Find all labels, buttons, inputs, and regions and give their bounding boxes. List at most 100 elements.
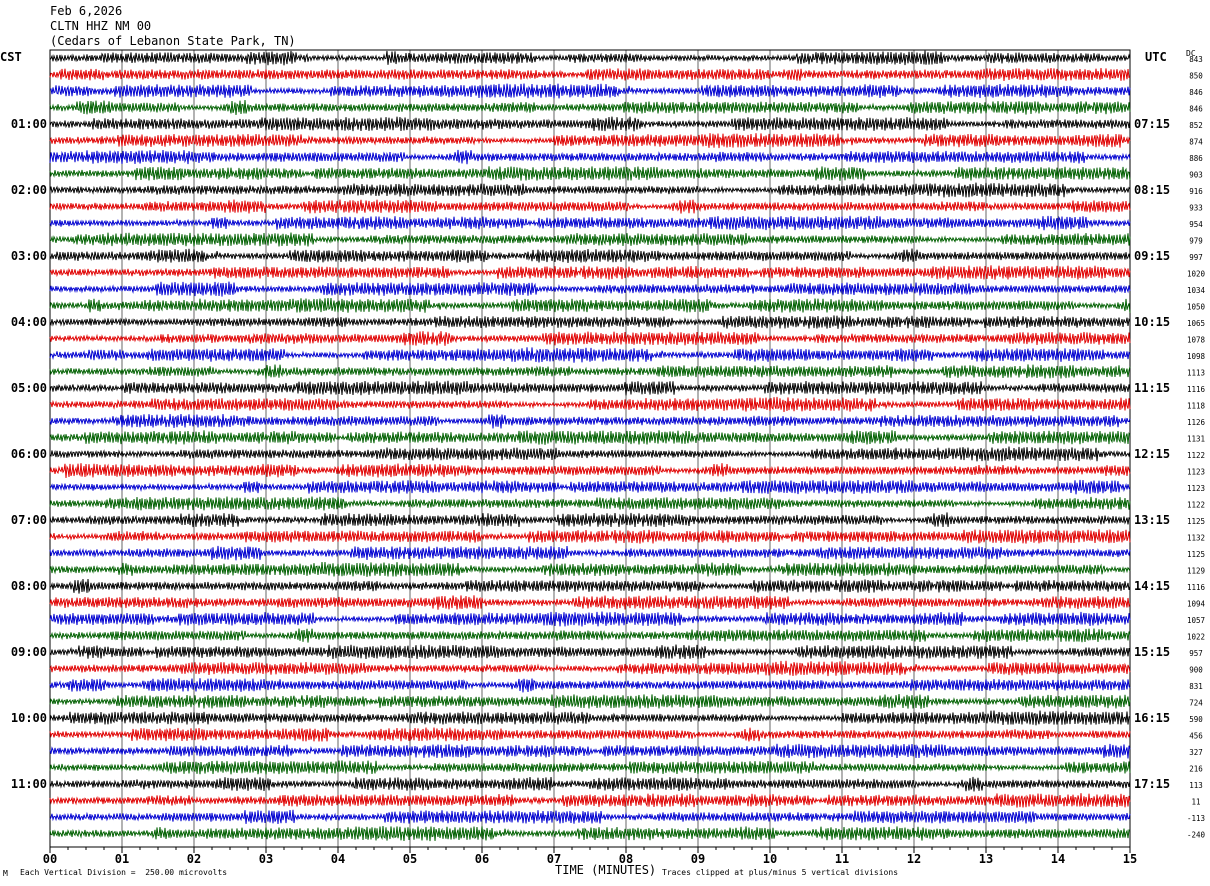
right-hour-label: 07:15 [1134, 117, 1170, 131]
x-tick-label: 02 [187, 852, 201, 866]
seismic-trace-34 [49, 595, 1131, 610]
seismic-trace-3 [49, 83, 1131, 99]
x-axis-title: TIME (MINUTES) [555, 863, 657, 877]
left-timezone-label: CST [0, 50, 22, 64]
x-tick-label: 03 [259, 852, 273, 866]
left-hour-label: 04:00 [11, 315, 47, 329]
left-hour-label: 02:00 [11, 183, 47, 197]
seismic-trace-8 [49, 166, 1131, 181]
header-station: CLTN HHZ NM 00 [50, 19, 152, 33]
right-hour-label: 10:15 [1134, 315, 1170, 329]
clip-note: Traces clipped at plus/minus 5 vertical … [662, 868, 899, 877]
x-tick-label: 10 [763, 852, 777, 866]
dc-offset-label: 916 [1189, 187, 1203, 196]
seismic-trace-25 [49, 446, 1131, 462]
x-tick-label: 14 [1051, 852, 1065, 866]
x-tick-label: 11 [835, 852, 849, 866]
seismic-trace-4 [49, 99, 1131, 116]
right-hour-label: 17:15 [1134, 777, 1170, 791]
seismic-trace-15 [49, 281, 1131, 297]
seismic-trace-6 [49, 133, 1131, 149]
x-tick-label: 12 [907, 852, 921, 866]
dc-offset-label: 843 [1189, 55, 1203, 64]
dc-offset-label: 1122 [1187, 451, 1205, 460]
right-hour-label: 12:15 [1134, 447, 1170, 461]
seismic-trace-29 [49, 512, 1131, 528]
dc-offset-label: 1057 [1187, 616, 1205, 625]
x-tick-label: 07 [547, 852, 561, 866]
dc-offset-label: 850 [1189, 72, 1203, 81]
dc-offset-label: 846 [1189, 88, 1203, 97]
seismic-trace-13 [49, 248, 1131, 264]
dc-offset-label: 1020 [1187, 270, 1206, 279]
seismic-trace-7 [49, 149, 1131, 165]
dc-offset-label: 1116 [1187, 385, 1206, 394]
left-hour-label: 03:00 [11, 249, 47, 263]
left-hour-label: 10:00 [11, 711, 47, 725]
x-tick-label: 04 [331, 852, 345, 866]
x-tick-label: 08 [619, 852, 633, 866]
right-hour-label: 14:15 [1134, 579, 1170, 593]
right-hour-label: 15:15 [1134, 645, 1170, 659]
seismic-trace-43 [49, 743, 1131, 759]
dc-offset-label: 456 [1189, 732, 1203, 741]
seismic-trace-12 [49, 232, 1131, 247]
seismic-trace-17 [49, 315, 1131, 329]
seismic-trace-21 [49, 380, 1131, 396]
seismic-trace-38 [49, 660, 1131, 677]
header-date: Feb 6,2026 [50, 4, 123, 18]
seismic-trace-32 [49, 562, 1131, 577]
left-hour-label: 05:00 [11, 381, 47, 395]
dc-offset-label: 11 [1191, 798, 1200, 807]
dc-offset-label: 1132 [1187, 534, 1205, 543]
dc-offset-label: 1123 [1187, 484, 1205, 493]
dc-offset-label: 1022 [1187, 633, 1205, 642]
seismic-trace-5 [49, 116, 1131, 132]
dc-offset-label: -240 [1187, 831, 1206, 840]
dc-offset-label: 1116 [1187, 583, 1206, 592]
dc-offset-label: 979 [1189, 237, 1203, 246]
dc-offset-label: 1118 [1187, 402, 1206, 411]
dc-offset-label: 831 [1189, 682, 1203, 691]
dc-offset-label: 1129 [1187, 567, 1205, 576]
right-hour-label: 11:15 [1134, 381, 1170, 395]
dc-offset-label: 590 [1189, 715, 1203, 724]
seismic-trace-22 [49, 396, 1131, 412]
header-location: (Cedars of Lebanon State Park, TN) [50, 34, 296, 48]
x-tick-label: 05 [403, 852, 417, 866]
dc-offset-label: -113 [1187, 814, 1205, 823]
seismic-trace-19 [49, 347, 1131, 363]
right-hour-label: 13:15 [1134, 513, 1170, 527]
x-tick-label: 01 [115, 852, 129, 866]
dc-offset-label: 216 [1189, 765, 1203, 774]
dc-offset-label: 1113 [1187, 369, 1205, 378]
seismic-trace-44 [49, 760, 1131, 775]
left-hour-label: 08:00 [11, 579, 47, 593]
seismic-trace-9 [49, 182, 1131, 198]
seismic-trace-1 [49, 50, 1131, 66]
dc-offset-label: 724 [1189, 699, 1203, 708]
dc-offset-label: 1050 [1187, 303, 1206, 312]
seismic-trace-18 [49, 331, 1131, 346]
dc-offset-label: 846 [1189, 105, 1203, 114]
right-timezone-label: UTC [1145, 50, 1167, 64]
division-note: Each Vertical Division = 250.00 microvol… [20, 868, 228, 877]
seismic-trace-39 [49, 678, 1131, 693]
left-hour-label: 09:00 [11, 645, 47, 659]
dc-offset-label: 1094 [1187, 600, 1206, 609]
dc-offset-label: 1125 [1187, 550, 1205, 559]
seismic-trace-30 [49, 529, 1131, 544]
dc-offset-label: 874 [1189, 138, 1203, 147]
x-tick-label: 00 [43, 852, 57, 866]
dc-offset-label: 1122 [1187, 501, 1205, 510]
left-hour-label: 06:00 [11, 447, 47, 461]
seismic-trace-41 [49, 710, 1131, 726]
dc-offset-label: 1123 [1187, 468, 1205, 477]
seismic-trace-36 [49, 628, 1131, 643]
dc-offset-label: 1065 [1187, 319, 1205, 328]
dc-offset-label: 852 [1189, 121, 1203, 130]
seismic-trace-14 [49, 265, 1131, 280]
seismic-trace-33 [50, 578, 1131, 594]
right-hour-label: 08:15 [1134, 183, 1170, 197]
